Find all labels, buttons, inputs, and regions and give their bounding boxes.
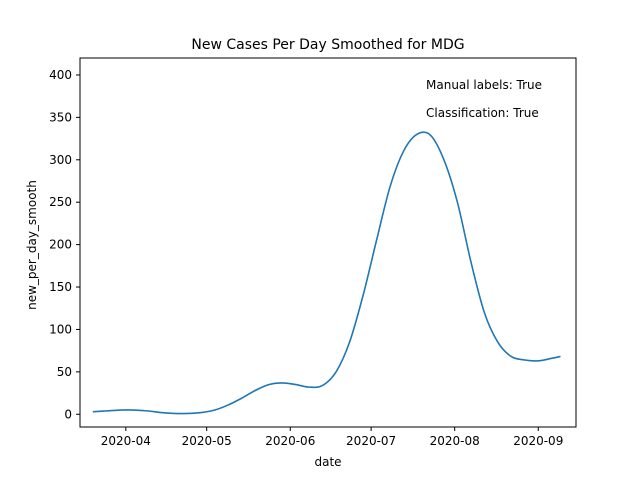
annotation-manual-labels: Manual labels: True xyxy=(426,78,542,92)
x-axis-label: date xyxy=(314,455,341,469)
y-tick-label: 350 xyxy=(49,110,72,124)
x-tick-label: 2020-07 xyxy=(346,434,396,448)
y-tick-label: 200 xyxy=(49,238,72,252)
y-tick-label: 100 xyxy=(49,322,72,336)
x-tick-label: 2020-05 xyxy=(182,434,232,448)
chart-title: New Cases Per Day Smoothed for MDG xyxy=(191,37,464,53)
series-line-0 xyxy=(92,131,561,415)
y-tick-label: 250 xyxy=(49,195,72,209)
plot-area: 2020-04 2020-05 2020-06 2020-07 2020-08 2020-… xyxy=(49,57,577,448)
plot-frame xyxy=(79,57,577,428)
y-tick-label: 400 xyxy=(49,68,72,82)
x-tick-label: 2020-04 xyxy=(101,434,151,448)
y-tick-label: 150 xyxy=(49,280,72,294)
annotation-classification: Classification: True xyxy=(426,106,539,120)
y-tick-label: 300 xyxy=(49,153,72,167)
x-tick-label: 2020-06 xyxy=(265,434,315,448)
x-tick-label: 2020-09 xyxy=(513,434,563,448)
y-tick-label: 50 xyxy=(57,365,72,379)
y-tick-label: 0 xyxy=(64,407,72,421)
x-tick-label: 2020-08 xyxy=(430,434,480,448)
y-axis-label: new_per_day_smooth xyxy=(25,180,39,310)
